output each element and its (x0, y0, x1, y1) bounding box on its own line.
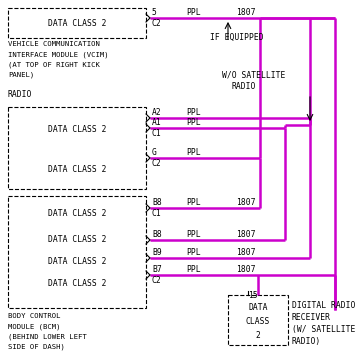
Text: RECEIVER: RECEIVER (292, 313, 331, 322)
Text: PPL: PPL (186, 230, 201, 239)
Text: DATA CLASS 2: DATA CLASS 2 (48, 18, 106, 27)
Text: G: G (152, 148, 157, 157)
Text: C2: C2 (152, 276, 162, 285)
Text: PPL: PPL (186, 198, 201, 207)
Text: RADIO: RADIO (8, 90, 32, 99)
Text: 1807: 1807 (236, 230, 256, 239)
Text: C2: C2 (152, 159, 162, 168)
Text: PPL: PPL (186, 148, 201, 157)
Text: RADIO): RADIO) (292, 337, 321, 346)
Text: IF EQUIPPED: IF EQUIPPED (210, 33, 264, 42)
Text: A1: A1 (152, 118, 162, 127)
Text: B7: B7 (152, 265, 162, 274)
Text: 1807: 1807 (236, 248, 256, 257)
Text: C1: C1 (152, 129, 162, 138)
Text: DIGITAL RADIO: DIGITAL RADIO (292, 301, 355, 310)
Text: 1807: 1807 (236, 198, 256, 207)
Text: DATA: DATA (248, 302, 268, 311)
Text: (BEHIND LOWER LEFT: (BEHIND LOWER LEFT (8, 333, 87, 339)
Text: CLASS: CLASS (246, 317, 270, 326)
Text: DATA CLASS 2: DATA CLASS 2 (48, 235, 106, 245)
Text: 5: 5 (152, 8, 157, 17)
Text: (W/ SATELLITE: (W/ SATELLITE (292, 325, 355, 334)
Text: BODY CONTROL: BODY CONTROL (8, 313, 60, 319)
Text: SIDE OF DASH): SIDE OF DASH) (8, 343, 65, 350)
Bar (8, 196, 146, 308)
Text: (AT TOP OF RIGHT KICK: (AT TOP OF RIGHT KICK (8, 61, 100, 67)
Text: INTERFACE MODULE (VCIM): INTERFACE MODULE (VCIM) (8, 51, 109, 58)
Bar (8, 8, 146, 38)
Text: DATA CLASS 2: DATA CLASS 2 (48, 279, 106, 289)
Text: 1807: 1807 (236, 265, 256, 274)
Bar (228, 295, 288, 345)
Text: PPL: PPL (186, 248, 201, 257)
Text: W/O SATELLITE: W/O SATELLITE (222, 70, 285, 79)
Text: 2: 2 (256, 331, 260, 339)
Text: PPL: PPL (186, 8, 201, 17)
Text: B8: B8 (152, 198, 162, 207)
Text: PPL: PPL (186, 108, 201, 117)
Text: PPL: PPL (186, 265, 201, 274)
Text: RADIO: RADIO (232, 82, 256, 91)
Text: B8: B8 (152, 230, 162, 239)
Text: VEHICLE COMMUNICATION: VEHICLE COMMUNICATION (8, 41, 100, 47)
Text: DATA CLASS 2: DATA CLASS 2 (48, 209, 106, 218)
Text: DATA CLASS 2: DATA CLASS 2 (48, 125, 106, 133)
Text: PPL: PPL (186, 118, 201, 127)
Text: C1: C1 (152, 209, 162, 218)
Text: DATA CLASS 2: DATA CLASS 2 (48, 257, 106, 267)
Text: B9: B9 (152, 248, 162, 257)
Text: 15: 15 (248, 291, 258, 300)
Text: A2: A2 (152, 108, 162, 117)
Text: C2: C2 (152, 19, 162, 28)
Text: 1807: 1807 (236, 8, 256, 17)
Text: MODULE (BCM): MODULE (BCM) (8, 323, 60, 329)
Bar (8, 107, 146, 189)
Text: DATA CLASS 2: DATA CLASS 2 (48, 164, 106, 174)
Text: PANEL): PANEL) (8, 71, 34, 77)
